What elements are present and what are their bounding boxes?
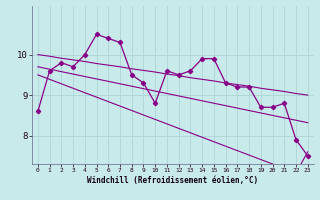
X-axis label: Windchill (Refroidissement éolien,°C): Windchill (Refroidissement éolien,°C) [87,176,258,185]
